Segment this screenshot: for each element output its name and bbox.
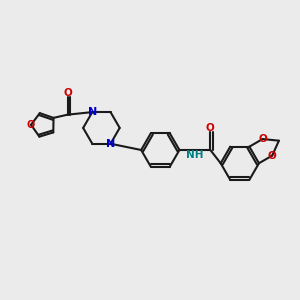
Text: O: O (63, 88, 72, 98)
Text: NH: NH (186, 150, 203, 160)
Text: O: O (268, 151, 277, 160)
Text: O: O (27, 120, 35, 130)
Text: N: N (88, 107, 97, 117)
Text: N: N (106, 139, 115, 149)
Text: O: O (258, 134, 267, 144)
Text: O: O (206, 123, 215, 133)
